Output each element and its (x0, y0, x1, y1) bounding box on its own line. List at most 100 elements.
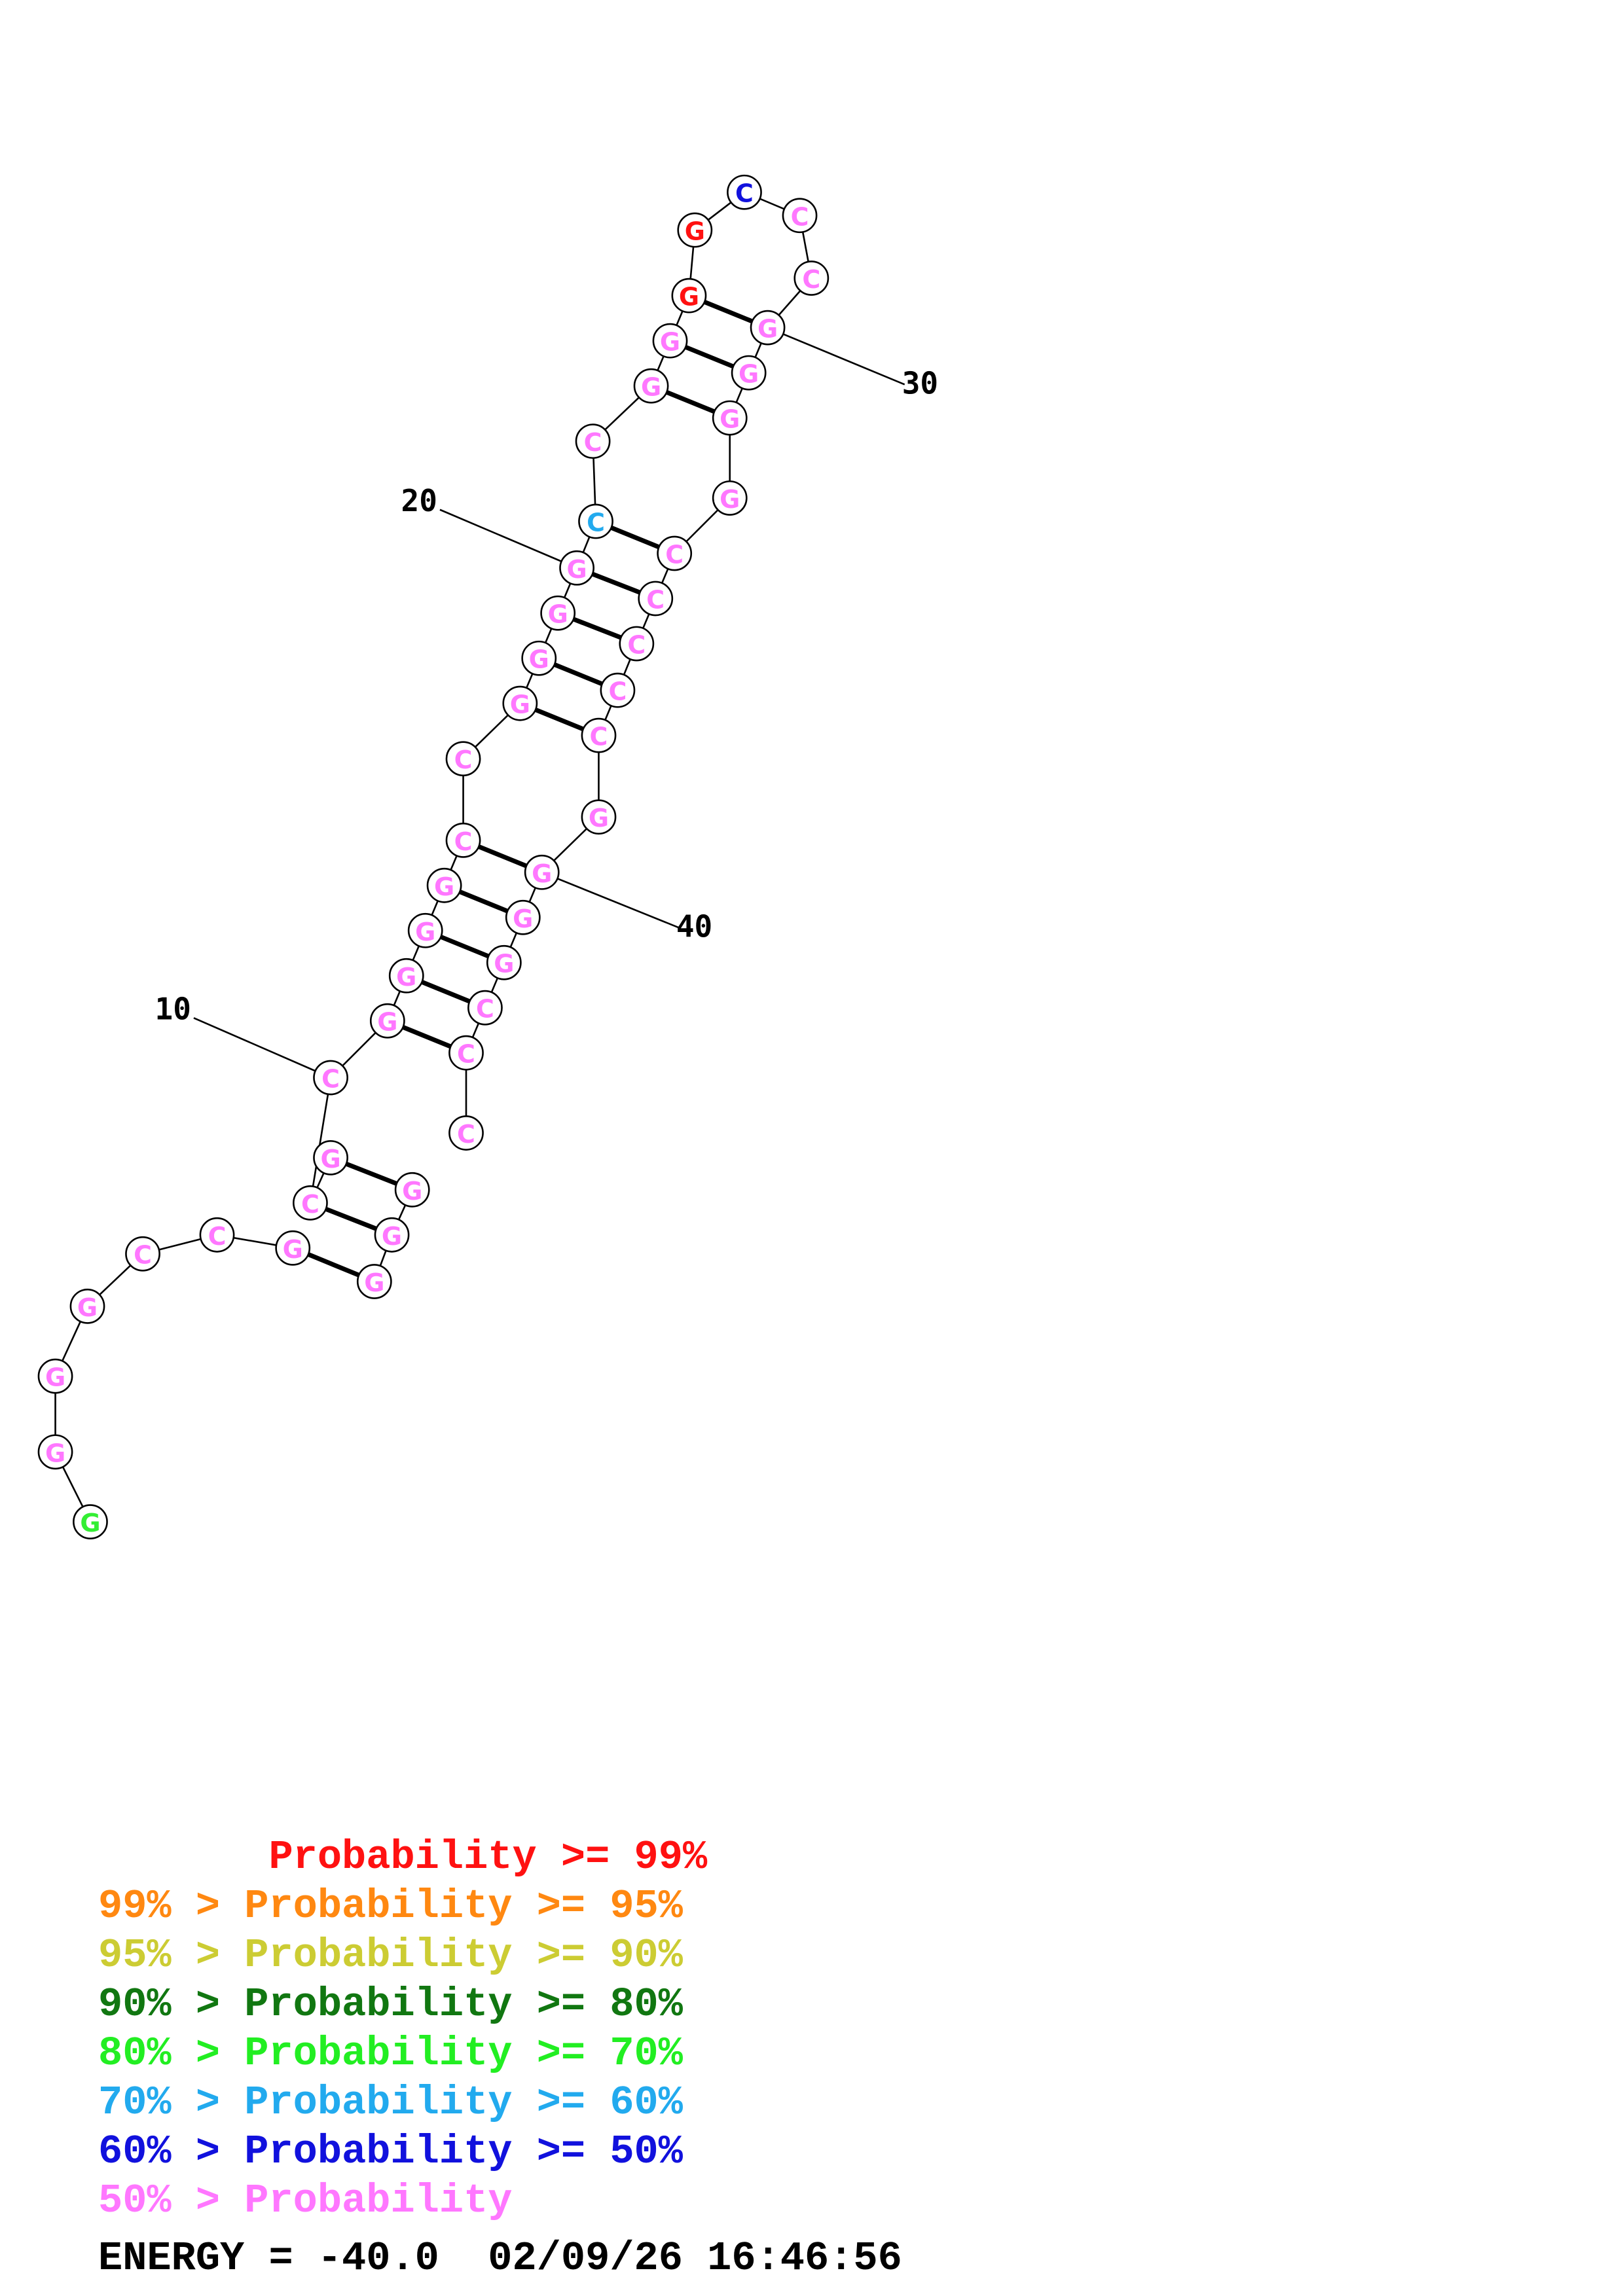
base-pair (665, 390, 716, 414)
nucleotide: G (369, 1003, 405, 1039)
nucleotide-letter: G (720, 405, 740, 434)
nucleotide-letter: C (321, 1065, 340, 1094)
nucleotide-letter: G (45, 1439, 65, 1467)
legend-entry: 60% > Probability >= 50% (98, 2128, 683, 2175)
nucleotide: G (388, 958, 424, 994)
nucleotide-letter: C (646, 585, 665, 614)
nucleotide: C (448, 1115, 484, 1151)
nucleotide: G (521, 640, 557, 676)
index-ticks: 10 20 30 40 (155, 327, 938, 1079)
base-pair (477, 844, 528, 869)
nucleotide-letter: G (757, 315, 778, 344)
nucleotide-letter: G (510, 691, 530, 719)
nucleotide-letter: C (457, 1120, 475, 1149)
nucleotide: C (199, 1217, 235, 1253)
nucleotide-letter: G (396, 963, 416, 992)
nucleotide-letter: C (735, 179, 754, 208)
legend-entry: 90% > Probability >= 80% (98, 1981, 683, 2028)
nucleotide-letter: C (476, 995, 494, 1024)
nucleotide: G (394, 1172, 430, 1208)
nucleotide: C (782, 198, 818, 234)
nucleotide: G (486, 944, 522, 980)
nucleotide: G (69, 1288, 105, 1324)
nucleotide: C (793, 260, 830, 296)
nucleotide: G (502, 685, 538, 721)
legend-entry: 80% > Probability >= 70% (98, 2030, 683, 2077)
nucleotide-letter: G (566, 555, 587, 584)
nucleotide-letter: G (641, 373, 661, 402)
nucleotide: G (313, 1139, 348, 1175)
nucleotide-letter: C (802, 265, 820, 294)
index-label: 40 (676, 908, 712, 944)
nucleotide: G (73, 1504, 108, 1540)
nucleotide-letter: G (415, 918, 435, 946)
legend-entry: 70% > Probability >= 60% (98, 2079, 683, 2126)
nucleotide: C (445, 741, 481, 777)
nucleotide: C (581, 717, 617, 753)
nucleotide-letter: G (660, 328, 680, 357)
nucleotide-letter: G (283, 1235, 303, 1264)
index-label: 30 (902, 365, 938, 401)
nucleotide: C (125, 1236, 160, 1272)
base-pair (572, 617, 622, 640)
nucleotide: G (407, 912, 443, 948)
nucleotide-letter: G (364, 1268, 384, 1297)
backbone-segment (309, 1077, 332, 1204)
base-pair (459, 889, 509, 914)
nucleotide: G (712, 480, 748, 516)
nucleotide: C (313, 1060, 348, 1096)
nucleotide: C (578, 503, 613, 539)
nucleotide-letter: G (45, 1363, 65, 1392)
nucleotide: C (445, 822, 481, 858)
nucleotide: C (619, 626, 655, 662)
nucleotide: G (505, 899, 541, 935)
nucleotide: G (581, 799, 617, 835)
legend-entry: 95% > Probability >= 90% (98, 1932, 683, 1979)
nucleotide-letter: C (454, 745, 473, 774)
nucleotide: C (467, 990, 503, 1026)
index-tick-line (767, 327, 905, 386)
nucleotide-letter: G (589, 804, 609, 833)
index-label: 20 (401, 483, 437, 518)
nucleotide-letter: G (513, 905, 533, 933)
energy-timestamp: ENERGY = -40.0 02/09/26 16:46:56 (98, 2235, 902, 2282)
nucleotide-letter: C (208, 1222, 227, 1251)
nucleotide: G (677, 212, 713, 248)
nucleotide-letter: G (494, 950, 514, 978)
nucleotide-letter: C (587, 509, 605, 537)
nucleotide-letter: G (529, 645, 549, 674)
nucleotide-letter: G (77, 1293, 98, 1322)
nucleotide: C (657, 535, 693, 571)
nucleotide: G (671, 278, 707, 314)
nucleotide: G (37, 1434, 73, 1470)
nucleotide-letter: G (548, 600, 568, 629)
base-pair (610, 525, 660, 550)
nucleotide-letter: C (134, 1241, 152, 1270)
nucleotide-letter: G (532, 859, 552, 888)
nucleotide-letter: C (627, 630, 646, 659)
base-pair (325, 1206, 377, 1231)
nucleotide-letter: C (584, 428, 602, 457)
nucleotide-letter: G (434, 872, 454, 901)
legend-entry: 99% > Probability >= 95% (98, 1883, 683, 1929)
nucleotide-letter: C (791, 202, 809, 231)
index-label: 10 (155, 991, 191, 1026)
nucleotide-letter: C (457, 1040, 475, 1069)
nucleotide: C (638, 581, 674, 617)
index-tick-line (193, 1017, 331, 1079)
nucleotide: G (559, 550, 594, 586)
nucleotide-letter: G (679, 283, 699, 312)
nucleotide: C (293, 1185, 328, 1221)
nucleotide: G (731, 355, 767, 391)
nucleotide-letter: G (80, 1509, 100, 1537)
nucleotide-letter: G (320, 1145, 340, 1174)
nucleotide-letter: C (454, 827, 473, 856)
backbone-lines (54, 191, 812, 1522)
nucleotide: G (633, 368, 669, 404)
nucleotide-letter: C (608, 677, 627, 706)
nucleotide: C (448, 1035, 484, 1071)
nucleotide: G (750, 310, 786, 346)
base-pair (440, 935, 490, 959)
